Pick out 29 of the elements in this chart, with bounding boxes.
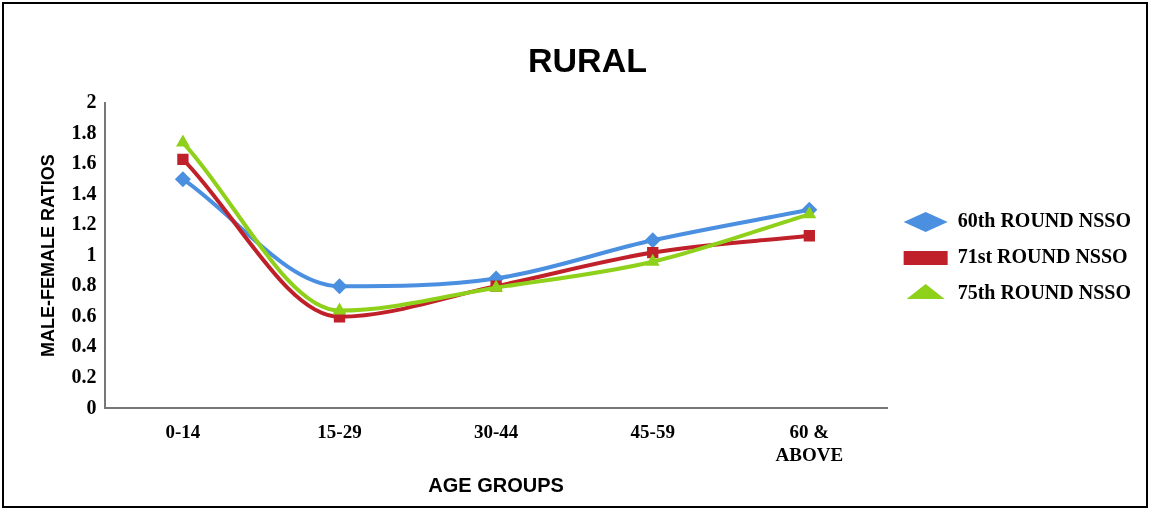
- legend-label: 75th ROUND NSSO: [957, 281, 1131, 304]
- y-tick-label: 1.6: [71, 151, 97, 174]
- x-axis-title: AGE GROUPS: [428, 473, 564, 496]
- y-tick-label: 0.2: [71, 365, 97, 388]
- y-axis-title: MALE-FEMALE RATIOS: [37, 154, 58, 357]
- point: [175, 134, 190, 147]
- point: [331, 278, 348, 295]
- y-tick-label: 2: [86, 89, 97, 112]
- x-tick-label: 15-29: [317, 420, 362, 442]
- y-tick-label: 0: [86, 395, 97, 418]
- x-tick-label: 60 & ABOVE: [775, 420, 844, 465]
- legend-label: 60th ROUND NSSO: [957, 209, 1131, 232]
- point: [644, 232, 661, 249]
- x-tick-label: 0-14: [165, 420, 201, 442]
- point: [803, 230, 815, 242]
- x-tick-label: 45-59: [630, 420, 675, 442]
- y-tick-label: 1: [86, 242, 97, 265]
- point: [177, 153, 189, 165]
- x-tick-label: 30-44: [473, 420, 519, 442]
- y-tick-label: 1.2: [71, 212, 97, 235]
- y-tick-label: 1.4: [71, 181, 97, 204]
- legend-label: 71st ROUND NSSO: [957, 245, 1128, 268]
- y-tick-label: 0.4: [71, 334, 97, 357]
- chart-title: RURAL: [528, 40, 647, 79]
- point: [174, 171, 191, 188]
- y-tick-label: 0.6: [71, 303, 97, 326]
- y-tick-label: 0.8: [71, 273, 97, 296]
- point: [802, 206, 817, 219]
- y-tick-label: 1.8: [71, 120, 97, 143]
